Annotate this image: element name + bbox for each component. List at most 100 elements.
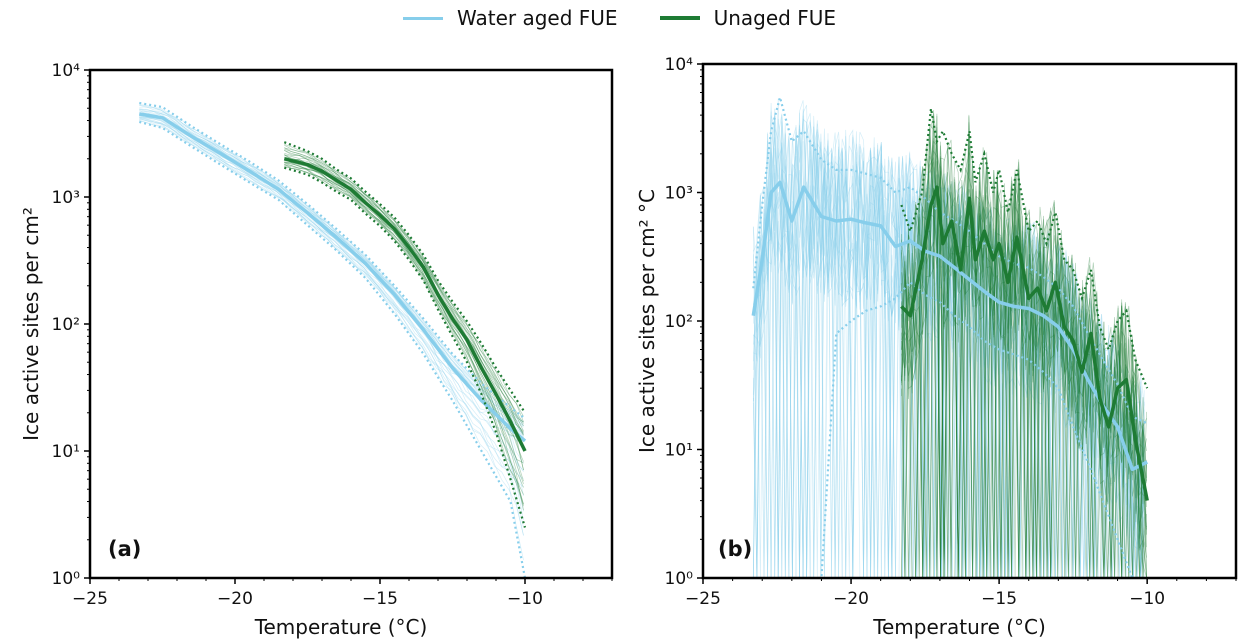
series-1-trace-17 xyxy=(901,116,1147,578)
series-1-trace-0 xyxy=(901,166,1147,578)
series-0-trace-2 xyxy=(139,119,524,536)
series-0-trace-21 xyxy=(139,108,524,427)
series-1-trace-15 xyxy=(284,154,524,440)
series-1-trace-21 xyxy=(284,147,524,423)
chart-panel-a: −25 −20 −15 −10 10⁰ 10¹ 10² 10³ 10⁴ Temperature (… xyxy=(19,61,614,639)
x-tick-label: −20 xyxy=(833,589,869,609)
series-0-trace-5 xyxy=(752,124,1145,578)
series-1-trace-24 xyxy=(901,145,1147,578)
panel-label: (b) xyxy=(718,537,752,561)
series-1-trace-16 xyxy=(284,154,524,436)
series-0-trace-18 xyxy=(752,115,1145,578)
series-1-trace-14 xyxy=(284,157,524,441)
series-1-trace-19 xyxy=(901,139,1147,578)
series-1-trace-20 xyxy=(901,113,1147,578)
series-0-trace-14 xyxy=(139,112,524,438)
series-0-trace-5 xyxy=(139,117,524,520)
series-1-trace-5 xyxy=(901,155,1147,578)
series-0-trace-16 xyxy=(139,110,524,434)
series-0-trace-3 xyxy=(139,119,524,528)
panel-label: (a) xyxy=(108,537,141,561)
series-1-trace-1 xyxy=(901,157,1147,578)
series-0-trace-4 xyxy=(139,117,524,512)
series-1-trace-8 xyxy=(901,154,1147,578)
series-0-trace-11 xyxy=(752,111,1145,578)
legend-entry-water-aged: Water aged FUE xyxy=(403,6,618,30)
y-tick-label: 10³ xyxy=(52,188,80,208)
series-1-trace-11 xyxy=(901,115,1147,578)
x-tick-label: −10 xyxy=(1129,589,1165,609)
series-1-trace-25 xyxy=(284,143,524,417)
series-1-trace-23 xyxy=(901,161,1147,578)
series-0-trace-25 xyxy=(752,102,1145,578)
series-0-trace-16 xyxy=(752,128,1145,578)
series-0-trace-14 xyxy=(752,115,1145,578)
series-0-trace-10 xyxy=(139,115,524,472)
series-1-line xyxy=(900,185,1149,501)
series-0-trace-25 xyxy=(139,104,524,424)
series-0-trace-19 xyxy=(752,113,1145,578)
series-1-trace-23 xyxy=(284,144,524,424)
series-1-trace-1 xyxy=(284,166,524,505)
series-1-trace-11 xyxy=(284,159,524,462)
series-0-trace-8 xyxy=(752,115,1145,578)
series-1-trace-24 xyxy=(284,147,524,423)
series-1-trace-18 xyxy=(901,177,1147,578)
series-1-trace-15 xyxy=(901,122,1147,578)
series-1-trace-22 xyxy=(284,148,524,427)
x-tick-label: −25 xyxy=(685,589,721,609)
legend-entry-unaged: Unaged FUE xyxy=(659,6,836,30)
series-1-line xyxy=(283,157,527,452)
series-0-trace-8 xyxy=(139,116,524,496)
series-0-trace-15 xyxy=(139,112,524,436)
series-1-upper-bound xyxy=(283,141,526,414)
series-0-trace-12 xyxy=(139,113,524,448)
series-1-trace-12 xyxy=(901,110,1147,578)
series-1-trace-21 xyxy=(901,113,1147,578)
series-1-trace-25 xyxy=(901,124,1147,578)
series-0-trace-24 xyxy=(139,104,524,423)
series-1-trace-9 xyxy=(901,140,1147,578)
series-1-lower-bound xyxy=(283,166,527,528)
legend-label-unaged: Unaged FUE xyxy=(713,6,836,30)
y-axis-label: Ice active sites per cm² xyxy=(19,207,43,441)
series-1-trace-22 xyxy=(901,166,1147,578)
series-0-trace-10 xyxy=(752,120,1145,578)
series-1-trace-10 xyxy=(901,151,1147,578)
series-0-trace-13 xyxy=(139,113,524,442)
series-0-trace-17 xyxy=(752,125,1145,578)
series-0-trace-3 xyxy=(753,143,1145,578)
plot-frame xyxy=(701,62,1238,580)
series-0-trace-0 xyxy=(139,120,524,561)
series-1-trace-10 xyxy=(284,158,524,471)
series-1-trace-9 xyxy=(284,161,524,470)
y-tick-label: 10² xyxy=(52,315,80,335)
series-0-trace-23 xyxy=(752,98,1145,578)
y-tick-label: 10⁴ xyxy=(665,55,694,75)
series-0-trace-9 xyxy=(139,116,524,472)
series-0-trace-4 xyxy=(752,100,1145,578)
x-tick-label: −15 xyxy=(362,589,398,609)
series-1-trace-3 xyxy=(901,114,1147,578)
series-1-trace-3 xyxy=(284,164,524,505)
series-1-trace-17 xyxy=(284,154,524,435)
series-1-trace-14 xyxy=(901,127,1147,578)
series-1-trace-13 xyxy=(284,156,524,449)
series-0-trace-6 xyxy=(139,118,524,488)
x-tick-label: −10 xyxy=(507,589,543,609)
series-0-upper-bound xyxy=(752,93,1148,425)
legend: Water aged FUE Unaged FUE xyxy=(0,2,1239,34)
series-0-trace-7 xyxy=(139,116,524,480)
series-0-line xyxy=(139,112,527,443)
series-0-trace-24 xyxy=(752,117,1145,578)
series-1-trace-2 xyxy=(901,128,1147,578)
series-1-trace-2 xyxy=(284,163,524,511)
series-1-trace-12 xyxy=(284,158,524,450)
y-tick-label: 10⁰ xyxy=(665,569,694,589)
series-0-trace-21 xyxy=(752,104,1145,578)
y-tick-label: 10³ xyxy=(665,184,693,204)
series-1-trace-0 xyxy=(284,165,524,507)
series-0-trace-23 xyxy=(139,104,524,425)
series-1-trace-13 xyxy=(901,166,1147,578)
